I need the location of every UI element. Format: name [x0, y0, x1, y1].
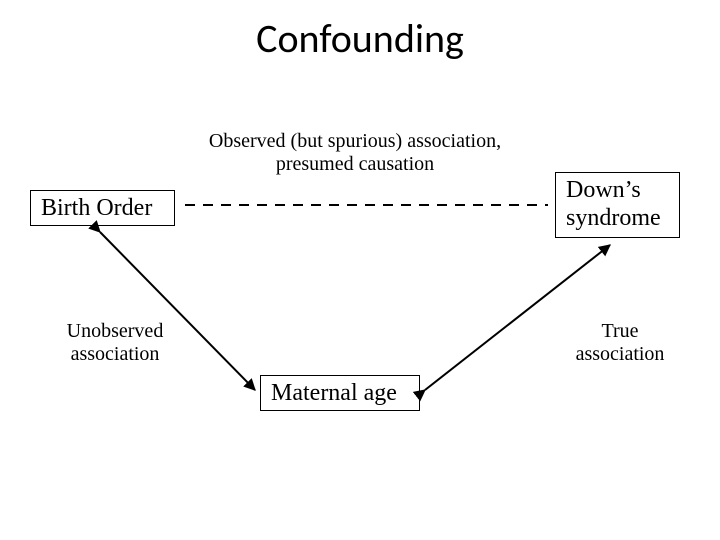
node-downs-syndrome: Down’s syndrome — [555, 172, 680, 238]
node-birth-order-label: Birth Order — [41, 195, 152, 222]
caption-true-line1: True — [601, 320, 638, 342]
edge-unobserved — [100, 232, 255, 390]
node-downs-syndrome-label: Down’s syndrome — [566, 177, 661, 232]
node-maternal-age: Maternal age — [260, 375, 420, 411]
edges-layer — [0, 0, 720, 540]
edge-true — [425, 245, 610, 390]
caption-unobserved-line1: Unobserved — [67, 320, 164, 342]
caption-true-line2: association — [576, 343, 665, 365]
caption-unobserved-line2: association — [71, 343, 160, 365]
caption-true: True association — [565, 320, 675, 366]
caption-observed-line2: presumed causation — [276, 153, 434, 175]
node-maternal-age-label: Maternal age — [271, 380, 397, 407]
caption-unobserved: Unobserved association — [55, 320, 175, 366]
caption-observed: Observed (but spurious) association, pre… — [190, 130, 520, 176]
node-birth-order: Birth Order — [30, 190, 175, 226]
diagram-canvas: { "type": "flowchart", "background_color… — [0, 0, 720, 540]
caption-observed-line1: Observed (but spurious) association, — [209, 130, 501, 152]
page-title: Confounding — [0, 14, 720, 63]
